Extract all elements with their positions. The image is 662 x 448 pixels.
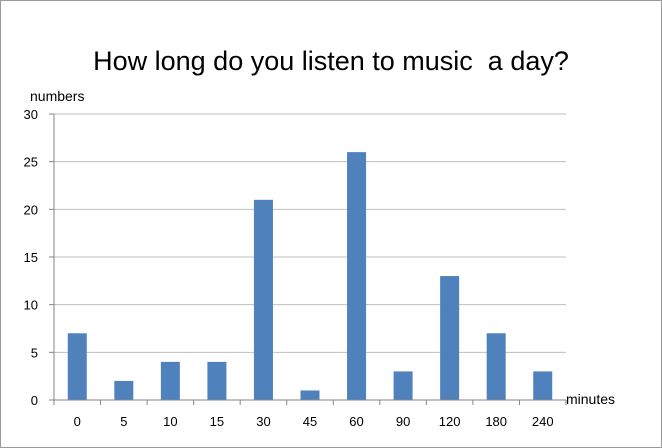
x-tick-label: 240 — [532, 414, 554, 429]
y-tick-label: 30 — [24, 107, 38, 122]
x-tick-label: 15 — [210, 414, 224, 429]
gridlines — [54, 113, 566, 353]
bar-0 — [67, 333, 87, 400]
axes — [49, 113, 567, 405]
bar-90 — [393, 371, 413, 400]
bar-45 — [300, 390, 320, 400]
bar-180 — [486, 333, 506, 400]
x-tick-label: 45 — [303, 414, 317, 429]
x-tick-label: 180 — [485, 414, 507, 429]
y-tick-label: 5 — [31, 345, 38, 360]
chart-title: How long do you listen to music a day? — [93, 46, 569, 76]
y-tick-label: 20 — [24, 202, 38, 217]
x-tick-label: 90 — [396, 414, 410, 429]
y-tick-labels: 0 5 10 15 20 25 30 — [24, 107, 38, 408]
bar-10 — [160, 361, 180, 400]
bar-240 — [533, 371, 553, 400]
x-tick-label: 0 — [74, 414, 81, 429]
bar-5 — [114, 380, 134, 400]
x-tick-label: 30 — [256, 414, 270, 429]
bar-120 — [440, 276, 460, 400]
x-tick-labels: 0 5 10 15 30 45 60 90 120 180 240 — [74, 414, 554, 429]
bars — [67, 152, 553, 400]
x-tick-label: 10 — [163, 414, 177, 429]
y-axis-label: numbers — [30, 88, 84, 104]
bar-30 — [253, 199, 273, 400]
x-tick-label: 120 — [439, 414, 461, 429]
y-tick-label: 15 — [24, 250, 38, 265]
y-tick-label: 0 — [31, 393, 38, 408]
x-axis-label: minutes — [566, 391, 615, 407]
bar-15 — [207, 361, 227, 400]
x-tick-label: 60 — [349, 414, 363, 429]
y-tick-label: 10 — [24, 298, 38, 313]
y-tick-label: 25 — [24, 155, 38, 170]
bar-60 — [347, 152, 367, 400]
x-tick-label: 5 — [120, 414, 127, 429]
